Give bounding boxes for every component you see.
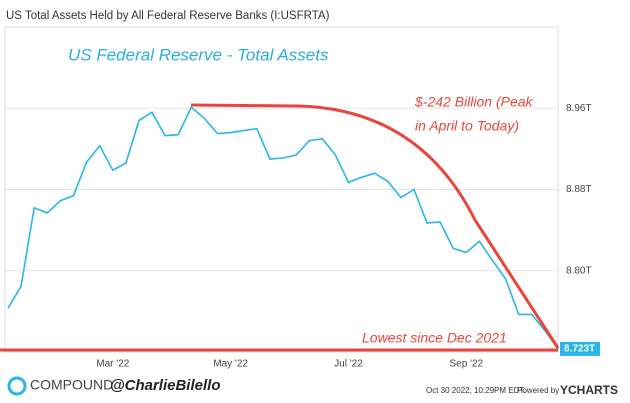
value-label: 8.723T [564, 344, 595, 355]
annotation: US Federal Reserve - Total Assets [68, 45, 329, 64]
value-label-box [560, 341, 600, 356]
x-tick-label: Jul '22 [334, 359, 363, 370]
x-tick-label: Mar '22 [96, 359, 129, 370]
logo [7, 376, 27, 396]
chart-title: US Total Assets Held by All Federal Rese… [6, 10, 330, 22]
x-tick-label: Sep '22 [450, 359, 484, 370]
annotation: Lowest since Dec 2021 [362, 330, 507, 346]
data-line [7, 105, 559, 350]
x-tick-label: May '22 [213, 359, 248, 370]
handle: @CharlieBilello [110, 377, 221, 394]
annotation: $-242 Billion (Peak [414, 94, 534, 110]
provider: YCHARTS [560, 383, 618, 397]
annotation: in April to Today) [415, 118, 519, 134]
y-tick-label: 8.88T [566, 184, 592, 195]
powered-by: Powered by [517, 386, 559, 395]
drawdown-curve [190, 103, 560, 349]
brand: COMPOUND [30, 377, 113, 393]
timestamp: Oct 30 2022, 10:29PM EDT. [426, 386, 526, 395]
y-tick-label: 8.80T [566, 265, 592, 276]
y-tick-label: 8.96T [566, 103, 592, 114]
